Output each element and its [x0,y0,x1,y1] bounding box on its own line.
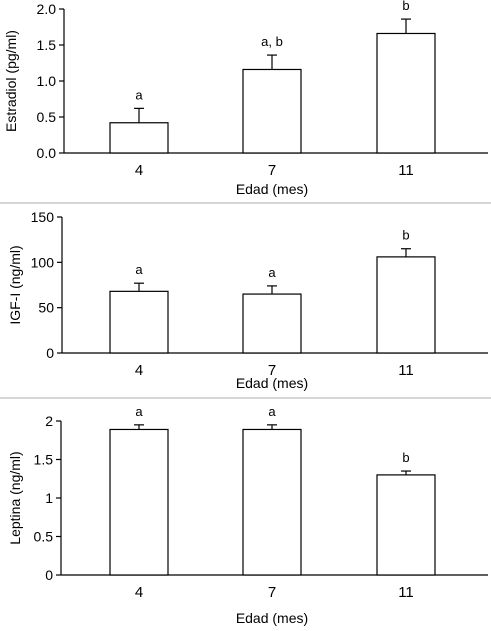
bar [242,293,302,354]
y-tick-label: 0.5 [37,109,57,125]
y-axis-label: Estradiol (pg/ml) [3,30,19,132]
y-tick-label: 1.5 [34,452,54,468]
y-tick-label: 0.5 [34,529,54,545]
x-tick-label: 11 [398,362,414,379]
y-tick-label: 1 [45,490,53,506]
y-tick-label: 2.0 [37,1,57,17]
significance-letter: a [135,87,143,102]
chart-panel-leptina: Leptina (ng/ml) Edad (mes) 0 0.5 1 1.5 2 a 4 a 7… [7,404,488,626]
x-tick-label: 4 [135,162,143,179]
x-tick-label: 4 [135,584,143,601]
significance-letter: b [402,228,409,243]
significance-letter: a, b [261,34,283,49]
x-axis-label: Edad (mes) [236,375,308,391]
significance-letter: a [135,262,143,277]
x-tick-label: 11 [398,584,414,601]
bar [109,428,169,576]
y-tick-label: 0 [46,345,54,361]
x-axis-label: Edad (mes) [236,610,308,626]
x-tick-label: 7 [268,162,276,179]
y-tick-label: 0 [45,567,53,583]
significance-letter: a [268,265,276,280]
y-tick-label: 50 [38,300,54,316]
bar [376,32,436,154]
bar [376,474,436,576]
y-tick-label: 0.0 [37,145,57,161]
bar [109,290,169,354]
y-tick-label: 1.5 [37,37,57,53]
y-tick-label: 100 [31,254,55,270]
x-tick-label: 7 [268,584,276,601]
y-tick-label: 2 [45,413,53,429]
x-tick-label: 11 [398,162,414,179]
bar [242,428,302,576]
x-tick-label: 4 [135,362,143,379]
y-axis-label: IGF-I (ng/ml) [7,245,23,324]
bar [376,256,436,354]
bar [109,122,169,154]
significance-letter: a [135,404,143,419]
chart-panel-igf1: IGF-I (ng/ml) Edad (mes) 0 50 100 150 a 4 a 7 b 1… [7,209,488,391]
y-axis-label: Leptina (ng/ml) [7,451,23,544]
significance-letter: a [268,404,276,419]
significance-letter: b [402,0,409,13]
y-tick-label: 150 [31,209,55,225]
y-tick-label: 1.0 [37,73,57,89]
x-axis-label: Edad (mes) [236,181,308,197]
bar [242,68,302,154]
chart-panel-estradiol: Estradiol (pg/ml) Edad (mes) 0.0 0.5 1.0 1.… [3,0,488,197]
significance-letter: b [402,450,409,465]
x-tick-label: 7 [268,362,276,379]
